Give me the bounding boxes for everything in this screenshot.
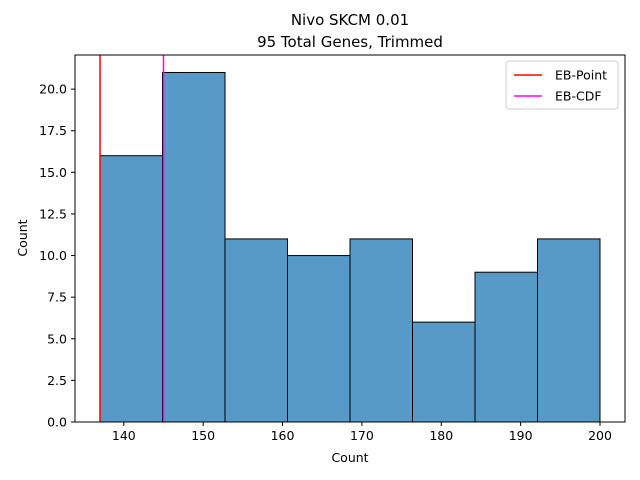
x-tick-label: 170 bbox=[350, 428, 374, 443]
x-tick-label: 150 bbox=[191, 428, 215, 443]
y-tick-label: 17.5 bbox=[39, 123, 67, 138]
y-tick-label: 5.0 bbox=[47, 331, 67, 346]
legend-label-eb-cdf: EB-CDF bbox=[555, 89, 602, 104]
histogram-bar bbox=[349, 238, 413, 423]
histogram-bar bbox=[412, 321, 476, 423]
chart-title-line-2: 95 Total Genes, Trimmed bbox=[257, 33, 443, 51]
legend-label-eb-point: EB-Point bbox=[555, 68, 607, 83]
histogram-bar bbox=[99, 155, 163, 423]
x-axis-ticks: 140 150 160 170 180 190 200 bbox=[112, 422, 612, 443]
histogram-bar bbox=[287, 255, 351, 423]
x-tick-label: 200 bbox=[588, 428, 612, 443]
y-axis-ticks: 0.0 2.5 5.0 7.5 10.0 12.5 15.0 17.5 20.0 bbox=[39, 82, 75, 430]
y-tick-label: 0.0 bbox=[47, 415, 67, 430]
x-axis-label: Count bbox=[331, 450, 368, 465]
y-tick-label: 12.5 bbox=[39, 206, 67, 221]
histogram-bar bbox=[537, 238, 601, 423]
x-tick-label: 140 bbox=[112, 428, 136, 443]
y-tick-label: 7.5 bbox=[47, 290, 67, 305]
y-tick-label: 10.0 bbox=[39, 248, 67, 263]
plot-frame bbox=[74, 54, 626, 423]
legend: EB-Point EB-CDF bbox=[505, 60, 619, 110]
x-tick-label: 190 bbox=[509, 428, 533, 443]
legend-box bbox=[505, 60, 619, 110]
reference-lines bbox=[99, 55, 165, 422]
x-tick-label: 160 bbox=[271, 428, 295, 443]
y-axis-label: Count bbox=[15, 219, 30, 256]
histogram-bar bbox=[224, 238, 288, 423]
histogram-bar bbox=[474, 271, 538, 423]
histogram-bar bbox=[162, 71, 226, 423]
chart-title-line-1: Nivo SKCM 0.01 bbox=[291, 11, 409, 29]
y-tick-label: 2.5 bbox=[47, 373, 67, 388]
x-tick-label: 180 bbox=[429, 428, 453, 443]
y-tick-label: 15.0 bbox=[39, 165, 67, 180]
histogram-bars bbox=[99, 71, 601, 423]
y-tick-label: 20.0 bbox=[39, 82, 67, 97]
